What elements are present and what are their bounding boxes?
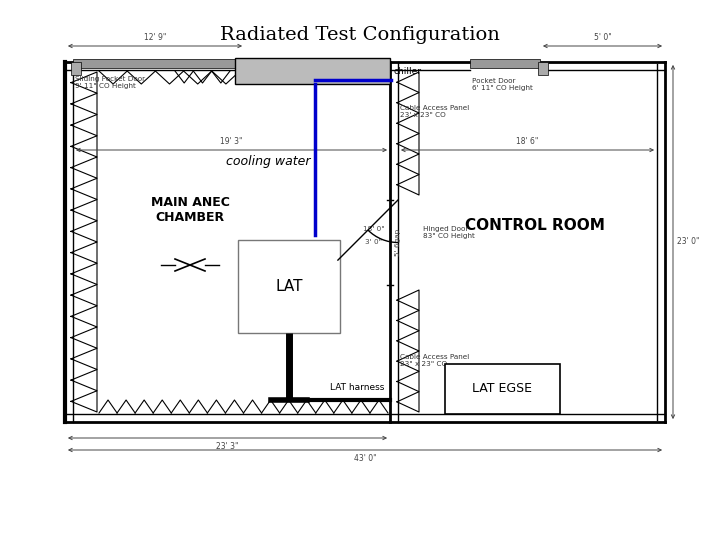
Text: Hinged Door
83" CO Height: Hinged Door 83" CO Height: [423, 226, 475, 239]
Text: 18' 0": 18' 0": [364, 226, 385, 232]
Text: 5' 6gap: 5' 6gap: [395, 229, 401, 256]
Text: 23' 0": 23' 0": [677, 238, 700, 246]
Bar: [71, 62, 81, 75]
Text: 3' 0": 3' 0": [365, 240, 382, 246]
Text: CONTROL ROOM: CONTROL ROOM: [465, 218, 605, 233]
Bar: [238, 240, 340, 333]
Text: 43' 0": 43' 0": [354, 454, 377, 463]
Text: Pocket Door
6' 11" CO Height: Pocket Door 6' 11" CO Height: [472, 78, 533, 91]
Text: cooling water: cooling water: [226, 156, 310, 168]
Text: LAT EGSE: LAT EGSE: [472, 382, 533, 395]
Text: 18' 6": 18' 6": [516, 137, 539, 146]
Text: Cable Access Panel
23" x 23" CO: Cable Access Panel 23" x 23" CO: [400, 354, 469, 367]
Bar: [235, 58, 390, 84]
Bar: [470, 59, 540, 68]
Text: Cable Access Panel
23' x 23" CO: Cable Access Panel 23' x 23" CO: [400, 105, 469, 118]
Bar: [73, 59, 245, 68]
Text: LAT: LAT: [275, 279, 302, 294]
Text: 23' 3": 23' 3": [216, 442, 239, 451]
Text: 19' 3": 19' 3": [220, 137, 243, 146]
Text: MAIN ANEC
CHAMBER: MAIN ANEC CHAMBER: [150, 196, 230, 224]
Text: Sliding Pocket Door
9' 11" CO Height: Sliding Pocket Door 9' 11" CO Height: [75, 76, 145, 89]
Bar: [445, 364, 560, 414]
Text: Radiated Test Configuration: Radiated Test Configuration: [220, 26, 500, 44]
Text: 12' 9": 12' 9": [144, 33, 166, 42]
Text: LAT harness: LAT harness: [330, 383, 384, 392]
Bar: [538, 62, 548, 75]
Text: 5' 0": 5' 0": [593, 33, 611, 42]
Text: chiller: chiller: [394, 66, 422, 76]
